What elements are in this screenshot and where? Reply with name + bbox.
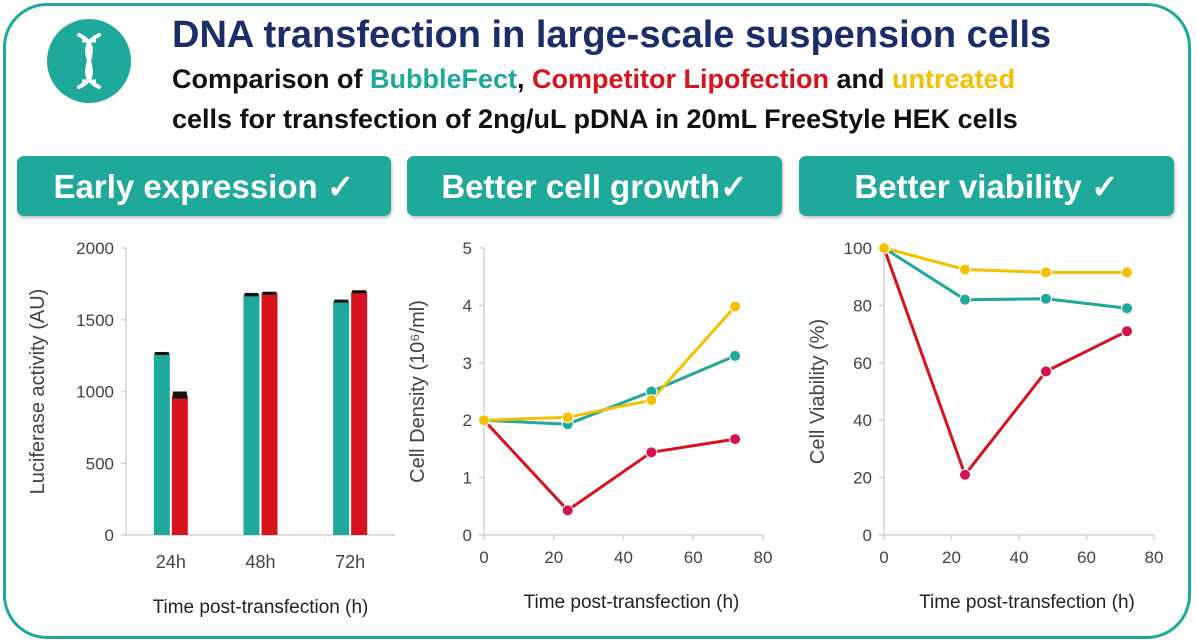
data-point (878, 242, 890, 254)
y-tick-label: 1000 (76, 383, 114, 402)
error-bar (262, 291, 277, 295)
error-bar (154, 351, 169, 355)
chart-cell-viability: 0 20 40 60 80 100 0 20 40 60 80 Time post-transfect… (807, 239, 1163, 613)
series-line (883, 246, 1128, 310)
y-tick-label: 1500 (76, 311, 114, 330)
x-tick-label: 60 (1077, 548, 1096, 567)
y-tick-label: 60 (853, 354, 872, 373)
y-tick-label: 1 (463, 469, 472, 488)
content-frame (3, 3, 1191, 639)
chart-cell-density: 0 1 2 3 4 5 0 20 40 60 80 Time post-transfection (h… (407, 239, 772, 613)
chart-luciferase: 0 500 1000 1500 2000 24h 48h 72h Time post-trans… (27, 239, 395, 618)
bar (261, 293, 278, 535)
x-tick-label: 20 (544, 548, 563, 567)
x-tick-label: 0 (479, 548, 488, 567)
bar (351, 291, 368, 535)
x-tick-label: 80 (754, 548, 773, 567)
bar (333, 301, 350, 535)
y-tick-label: 40 (853, 411, 872, 430)
data-point (1121, 266, 1133, 279)
y-tick-label: 0 (863, 526, 872, 545)
y-tick-label: 0 (105, 526, 114, 545)
subtitle-prefix: Comparison of (172, 64, 371, 94)
subtitle-untreated: untreated (892, 64, 1016, 94)
data-point (1040, 365, 1052, 378)
x-tick-label: 80 (1145, 548, 1164, 567)
data-point (1040, 266, 1052, 279)
subtitle-competitor: Competitor Lipofection (532, 64, 830, 94)
logo-badge (47, 19, 131, 103)
data-point (1040, 292, 1052, 305)
bar (153, 353, 170, 535)
y-tick-label: 0 (463, 526, 472, 545)
series-line (882, 247, 1128, 477)
data-point (561, 411, 574, 424)
data-point (959, 468, 971, 481)
bar (171, 395, 188, 535)
error-bar (244, 292, 259, 297)
x-tick-label: 0 (879, 548, 888, 567)
banner-early-expression: Early expression ✓ (17, 156, 391, 216)
x-tick-label: 20 (942, 548, 961, 567)
y-tick-label: 20 (853, 469, 872, 488)
y-axis-label: Cell Viability (%) (807, 319, 829, 464)
y-axis-label: Cell Density (10⁶/ml) (407, 300, 429, 483)
y-tick-label: 80 (853, 296, 872, 315)
data-point (959, 293, 971, 306)
data-point (959, 263, 971, 276)
error-bar (172, 391, 187, 399)
x-axis-label: Time post-transfection (h) (919, 592, 1135, 613)
x-tick-label: 40 (614, 548, 633, 567)
x-tick-label: 24h (156, 552, 186, 572)
subtitle-line-2: cells for transfection of 2ng/uL pDNA in… (172, 104, 1018, 134)
data-point (729, 433, 742, 446)
y-tick-label: 5 (463, 239, 472, 258)
banner-viability: Better viability ✓ (799, 156, 1174, 216)
data-point (729, 300, 742, 313)
subtitle-and: and (829, 64, 893, 94)
data-point (645, 446, 658, 459)
subtitle-line-1: Comparison of BubbleFect, Competitor Lip… (172, 64, 1015, 95)
data-point (645, 394, 658, 407)
series-line (482, 419, 736, 512)
y-tick-label: 3 (463, 354, 472, 373)
series-line (483, 305, 737, 422)
subtitle-bubblefect: BubbleFect (370, 64, 518, 94)
data-point (561, 504, 574, 517)
banner-cell-growth: Better cell growth✓ (407, 156, 782, 216)
subtitle-comma: , (517, 64, 533, 94)
data-point (729, 349, 742, 362)
x-tick-label: 40 (1010, 548, 1029, 567)
data-point (478, 414, 490, 427)
y-tick-label: 2 (463, 411, 472, 430)
x-axis-label: Time post-transfection (h) (153, 597, 369, 618)
error-bar (334, 299, 349, 303)
error-bar (352, 290, 367, 294)
y-tick-label: 4 (463, 296, 472, 315)
page-title: DNA transfection in large-scale suspensi… (172, 14, 1052, 56)
y-tick-label: 2000 (76, 239, 114, 258)
dna-icon (77, 33, 101, 89)
x-tick-label: 60 (684, 548, 703, 567)
y-tick-label: 100 (844, 239, 872, 258)
series-line (883, 246, 1127, 274)
bar (243, 294, 260, 535)
x-tick-label: 48h (245, 552, 275, 572)
series-line (483, 354, 736, 426)
x-axis-label: Time post-transfection (h) (524, 592, 740, 613)
data-point (1121, 302, 1133, 315)
y-tick-label: 500 (86, 454, 114, 473)
data-point (1121, 325, 1133, 338)
x-tick-label: 72h (335, 552, 365, 572)
y-axis-label: Luciferase activity (AU) (27, 289, 49, 495)
